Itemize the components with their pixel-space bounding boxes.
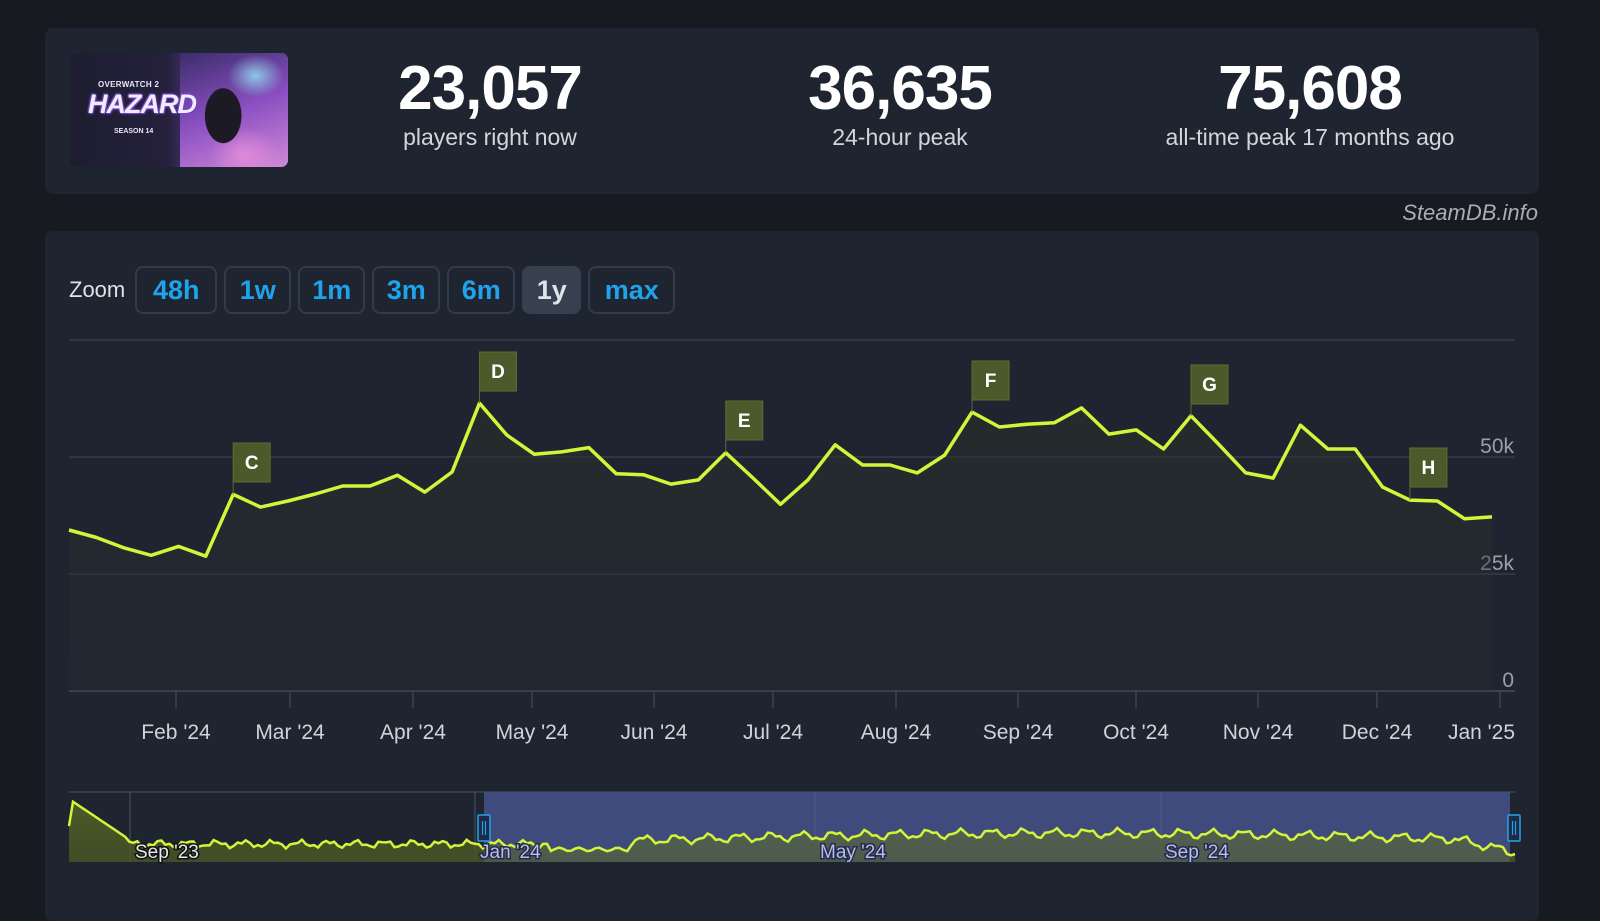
- x-axis: Feb '24 Mar '24 Apr '24 May '24 Jun '24 Jul '…: [141, 692, 1515, 744]
- flag-g[interactable]: G: [1190, 364, 1229, 405]
- y-tick-label: 0: [1502, 669, 1514, 692]
- cover-logo-sub: SEASON 14: [114, 128, 154, 135]
- navigator-date-label: Sep '23: [135, 842, 199, 863]
- x-tick-label: Nov '24: [1223, 721, 1294, 744]
- x-tick-label: Jun '24: [620, 721, 687, 744]
- zoom-label: Zoom: [69, 277, 126, 302]
- zoom-6m-button[interactable]: 6m: [447, 266, 516, 314]
- peak-24h-label: 24-hour peak: [832, 124, 968, 150]
- x-tick-label: Oct '24: [1103, 721, 1169, 744]
- x-tick-label: Mar '24: [255, 721, 325, 744]
- navigator-date-label: Sep '24: [1165, 842, 1229, 863]
- zoom-48h-button[interactable]: 48h: [135, 266, 218, 314]
- all-time-peak-label: all-time peak 17 months ago: [1165, 124, 1455, 150]
- zoom-1m-button[interactable]: 1m: [298, 266, 366, 314]
- x-tick-label: Jan '25: [1448, 721, 1515, 744]
- x-tick-label: Feb '24: [141, 721, 211, 744]
- x-tick-label: May '24: [496, 721, 569, 744]
- zoom-1y-button[interactable]: 1y: [522, 266, 582, 314]
- flag-e[interactable]: E: [725, 400, 764, 441]
- all-time-peak-value: 75,608: [1218, 54, 1403, 123]
- svg-text:H: H: [1422, 458, 1436, 479]
- navigator-right-handle[interactable]: [1507, 814, 1521, 842]
- navigator-date-label: Jan '24: [480, 842, 541, 863]
- x-tick-label: Apr '24: [380, 721, 446, 744]
- zoom-1w-button[interactable]: 1w: [224, 266, 292, 314]
- zoom-controls: Zoom 48h 1w 1m 3m 6m 1y max: [69, 266, 682, 314]
- cover-logo-top: OVERWATCH 2: [98, 80, 160, 89]
- svg-text:G: G: [1202, 375, 1217, 396]
- hero-artwork: [180, 53, 288, 167]
- event-flags: C D E F G H: [232, 351, 1448, 501]
- stat-current-players: 23,057 players right now: [310, 56, 670, 151]
- svg-text:C: C: [245, 453, 259, 474]
- x-tick-label: Jul '24: [743, 721, 803, 744]
- peak-24h-value: 36,635: [808, 54, 993, 123]
- zoom-3m-button[interactable]: 3m: [372, 266, 441, 314]
- svg-text:E: E: [738, 411, 751, 432]
- range-navigator[interactable]: Sep '23 Jan '24 May '24 Sep '24: [67, 791, 1521, 865]
- steamdb-watermark[interactable]: SteamDB.info: [1402, 200, 1538, 225]
- stats-card: OVERWATCH 2 HAZARD SEASON 14 23,057 play…: [45, 28, 1539, 194]
- flag-f[interactable]: F: [971, 360, 1010, 401]
- game-cover-image[interactable]: OVERWATCH 2 HAZARD SEASON 14: [70, 53, 288, 167]
- flag-h[interactable]: H: [1409, 447, 1448, 488]
- series-area-fill: [69, 403, 1492, 691]
- navigator-left-handle[interactable]: [477, 814, 491, 842]
- navigator-date-label: May '24: [820, 842, 886, 863]
- svg-text:D: D: [491, 362, 505, 383]
- stat-24h-peak: 36,635 24-hour peak: [720, 56, 1080, 151]
- current-players-value: 23,057: [398, 54, 583, 123]
- x-tick-label: Dec '24: [1342, 721, 1413, 744]
- current-players-label: players right now: [403, 124, 577, 150]
- stat-all-time-peak: 75,608 all-time peak 17 months ago: [1130, 56, 1490, 151]
- y-tick-label: 50k: [1480, 435, 1514, 458]
- cover-logo-main: HAZARD: [88, 89, 197, 119]
- flag-d[interactable]: D: [478, 351, 517, 392]
- x-tick-label: Sep '24: [983, 721, 1054, 744]
- svg-text:F: F: [985, 371, 997, 392]
- zoom-max-button[interactable]: max: [588, 266, 676, 314]
- x-tick-label: Aug '24: [861, 721, 932, 744]
- player-count-line[interactable]: [68, 401, 1493, 558]
- flag-c[interactable]: C: [232, 442, 271, 483]
